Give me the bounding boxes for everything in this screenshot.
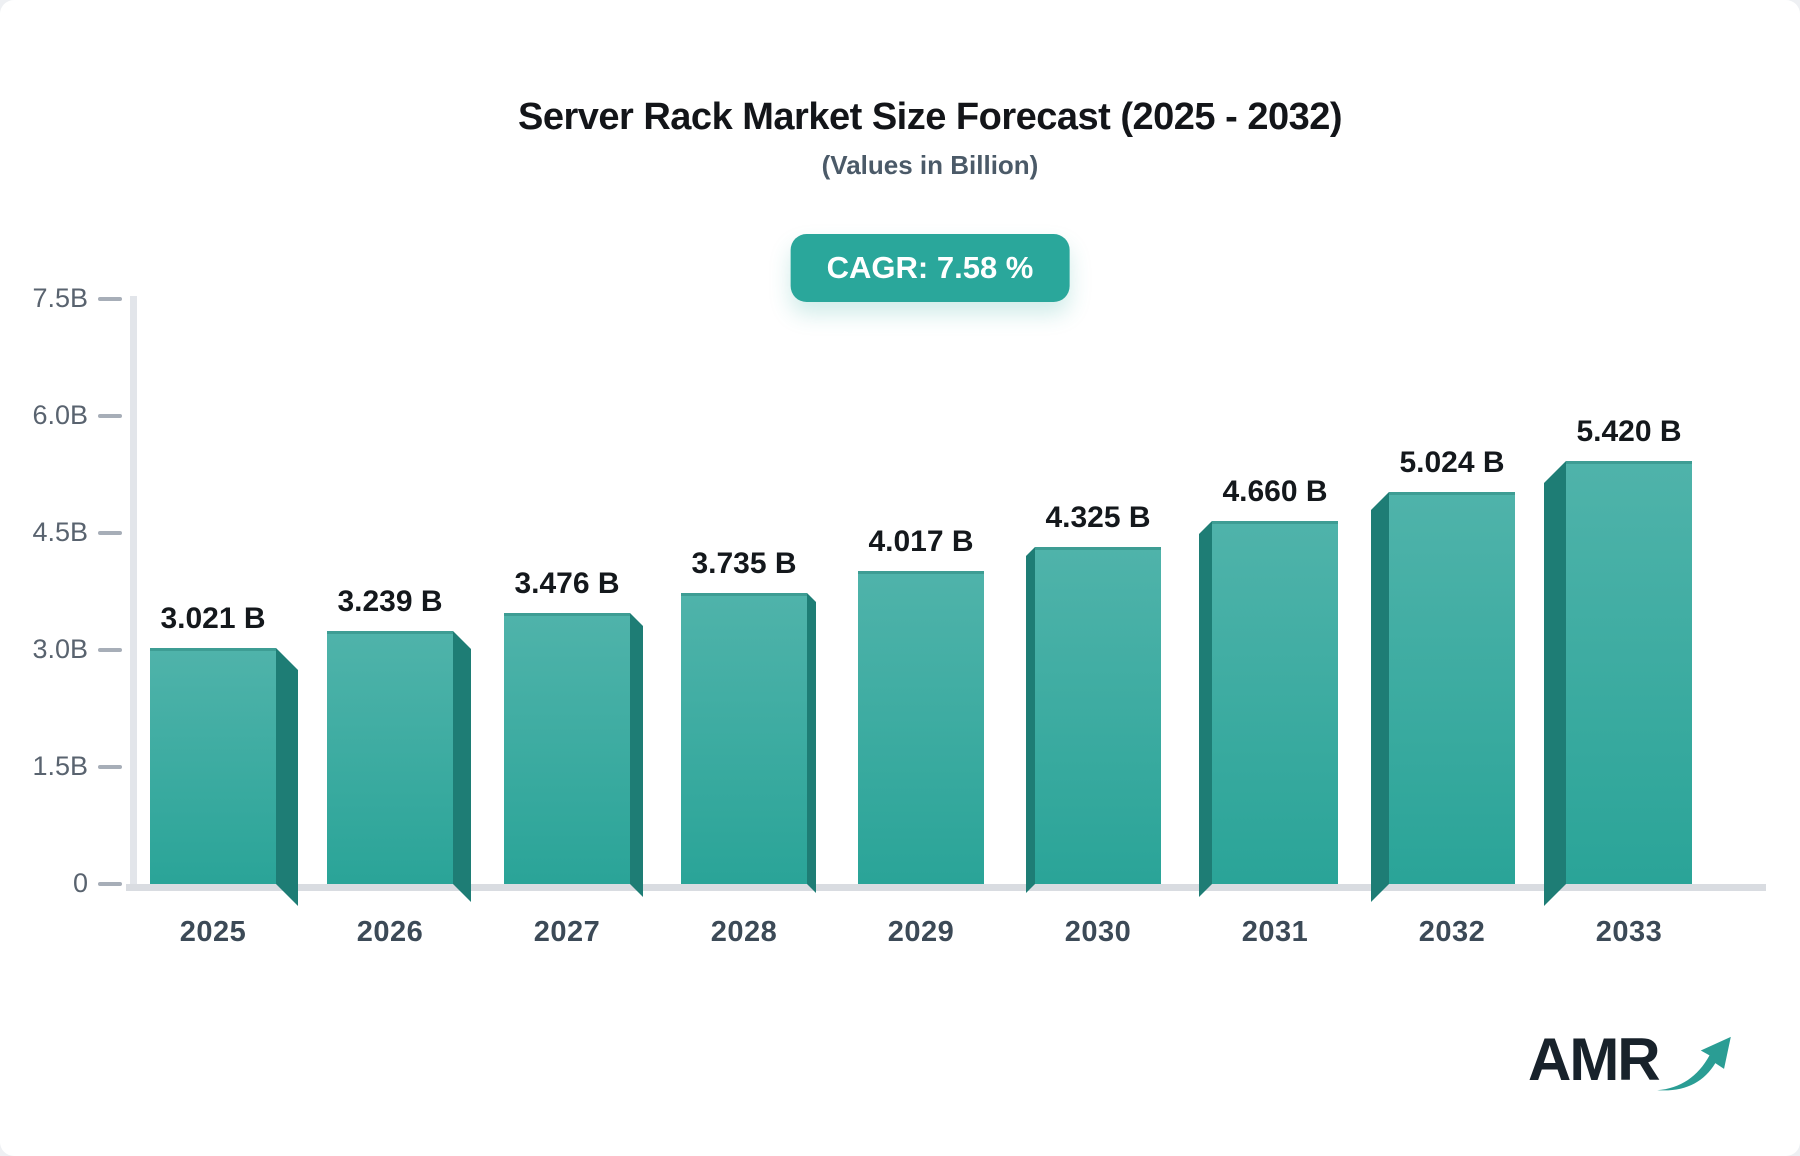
- bar-value-label: 3.239 B: [337, 585, 443, 618]
- x-axis-label-2030: 2030: [1064, 916, 1132, 948]
- x-axis-label-2027: 2027: [533, 916, 601, 948]
- bar-2032: [1389, 492, 1515, 884]
- bar-side: [453, 631, 471, 902]
- bar-2025: [150, 648, 276, 884]
- bar-side: [1371, 492, 1389, 902]
- x-axis-label-2029: 2029: [887, 916, 955, 948]
- y-tick-mark: [98, 882, 122, 886]
- y-tick-label: 1.5B: [32, 751, 88, 781]
- y-tick-mark: [98, 414, 122, 418]
- chart-subtitle: (Values in Billion): [821, 150, 1039, 180]
- bar-2028: [681, 593, 807, 884]
- bar-value-label: 3.476 B: [514, 567, 620, 600]
- y-tick-label: 0: [72, 868, 88, 898]
- bar-value-label: 3.021 B: [160, 602, 266, 635]
- y-tick-label: 4.5B: [32, 517, 88, 547]
- bar-side: [276, 648, 298, 906]
- bar-2031: [1212, 521, 1338, 884]
- x-axis-label-2032: 2032: [1418, 916, 1486, 948]
- y-tick-mark: [98, 531, 122, 535]
- bar-value-label: 4.325 B: [1045, 501, 1151, 534]
- bar-side: [807, 593, 816, 893]
- amr-logo-text: AMR: [1528, 1026, 1661, 1093]
- y-tick-mark: [98, 648, 122, 652]
- bar-side: [1199, 521, 1212, 897]
- bar-value-label: 4.660 B: [1222, 475, 1328, 508]
- bar-side: [1026, 547, 1035, 893]
- bar-2033: [1566, 461, 1692, 884]
- bar-value-label: 4.017 B: [868, 525, 974, 558]
- y-tick-label: 7.5B: [32, 283, 88, 313]
- x-axis: [126, 884, 1766, 891]
- x-axis-label-2033: 2033: [1595, 916, 1663, 948]
- x-axis-label-2025: 2025: [179, 916, 247, 948]
- x-axis-label-2028: 2028: [710, 916, 778, 948]
- bar-2026: [327, 631, 453, 884]
- bar-2030: [1035, 547, 1161, 884]
- growth-arrow-icon: [1656, 1036, 1731, 1091]
- bar-2027: [504, 613, 630, 884]
- x-axis-label-2031: 2031: [1241, 916, 1309, 948]
- y-tick-label: 6.0B: [32, 400, 88, 430]
- y-tick-label: 3.0B: [32, 634, 88, 664]
- y-tick-mark: [98, 297, 122, 301]
- bar-value-label: 3.735 B: [691, 547, 797, 580]
- bar-value-label: 5.024 B: [1399, 446, 1505, 479]
- cagr-badge: CAGR: 7.58 %: [790, 234, 1070, 302]
- y-axis: [130, 296, 137, 891]
- bar-value-label: 5.420 B: [1576, 415, 1682, 448]
- amr-logo: AMR: [1528, 1030, 1733, 1096]
- cagr-badge-label: CAGR: 7.58 %: [826, 250, 1034, 285]
- bar-side: [1544, 461, 1566, 906]
- bar-2029: [858, 571, 984, 884]
- page-title: Server Rack Market Size Forecast (2025 -…: [517, 96, 1343, 138]
- x-axis-label-2026: 2026: [356, 916, 424, 948]
- bar-side: [630, 613, 643, 897]
- y-tick-mark: [98, 765, 122, 769]
